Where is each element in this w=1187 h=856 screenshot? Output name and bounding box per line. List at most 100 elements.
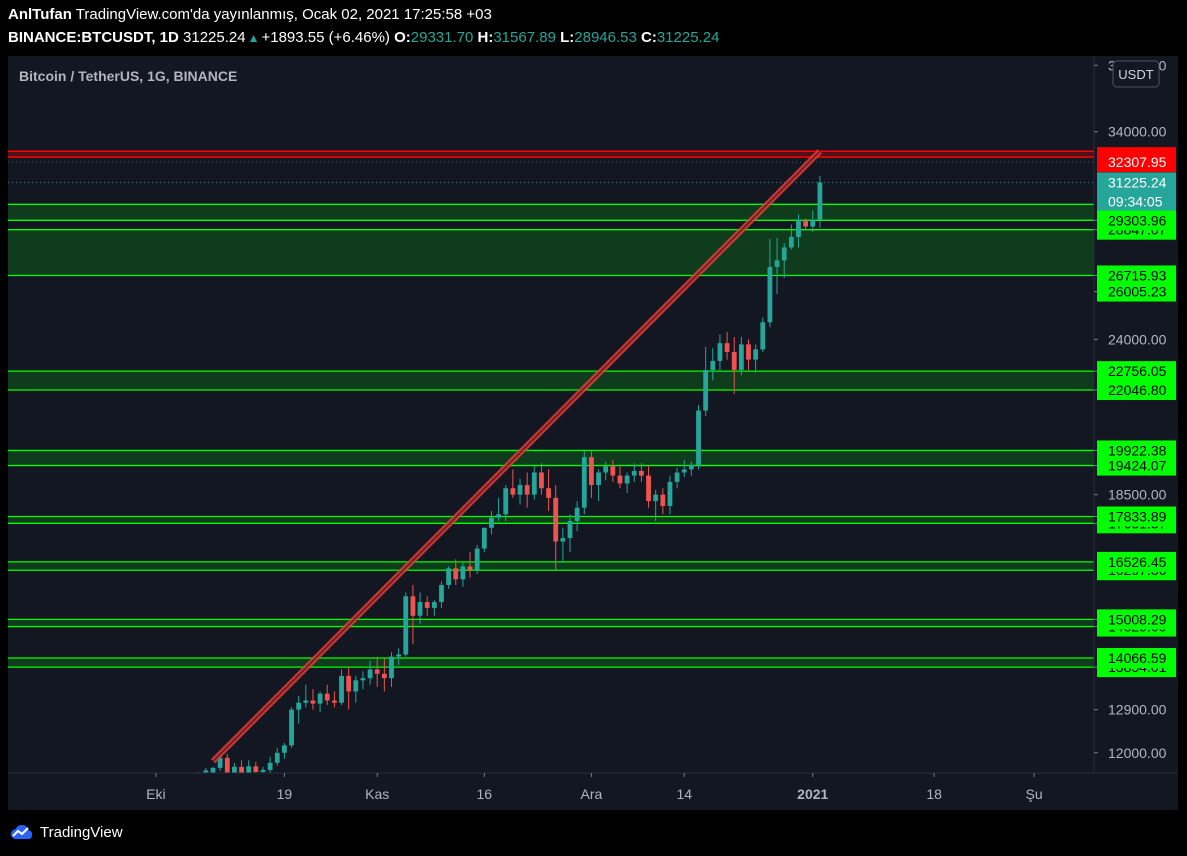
candle-body bbox=[267, 762, 273, 770]
candle-body bbox=[367, 669, 373, 679]
candle-body bbox=[596, 472, 601, 486]
candle-body bbox=[431, 602, 437, 608]
candle-body bbox=[331, 700, 337, 703]
candle-body bbox=[289, 709, 294, 746]
candle-body bbox=[253, 766, 259, 772]
time-tick-label: 2021 bbox=[797, 786, 828, 802]
candle-body bbox=[703, 369, 709, 411]
candle-body bbox=[446, 568, 452, 585]
candle-body bbox=[510, 488, 516, 495]
author-name[interactable]: AnlTufan bbox=[8, 6, 72, 23]
candle-body bbox=[560, 538, 566, 542]
candle-body bbox=[753, 349, 759, 360]
current-high-label-bg bbox=[1097, 152, 1176, 173]
support-zone-fill bbox=[8, 371, 1094, 391]
candle-body bbox=[817, 182, 823, 220]
candle-body bbox=[374, 669, 380, 674]
candle-body bbox=[396, 654, 402, 657]
candle-body bbox=[710, 360, 716, 370]
time-tick-label: 18 bbox=[926, 786, 942, 802]
candle-body bbox=[310, 700, 316, 704]
time-tick-label: 16 bbox=[477, 786, 493, 802]
close-value: 31225.24 bbox=[656, 29, 720, 46]
candle-body bbox=[767, 266, 773, 323]
candle-body bbox=[546, 488, 551, 498]
candle-body bbox=[688, 464, 694, 470]
candle-body bbox=[589, 457, 594, 486]
support-zone-high-label: 16526.45 bbox=[1108, 554, 1167, 570]
open-label: O: bbox=[394, 29, 411, 46]
time-tick-label: Şu bbox=[1026, 786, 1043, 802]
candle-body bbox=[282, 745, 287, 753]
candle-body bbox=[339, 675, 344, 703]
candle-body bbox=[724, 343, 730, 352]
time-scale-background bbox=[8, 773, 1178, 810]
support-zone-high-label: 19922.38 bbox=[1108, 442, 1167, 458]
support-zone-high-label: 15008.29 bbox=[1108, 611, 1167, 627]
support-zone-fill bbox=[8, 658, 1094, 668]
candle-body bbox=[581, 457, 587, 508]
plot-background bbox=[8, 56, 1178, 810]
candle-body bbox=[296, 702, 302, 710]
close-label: C: bbox=[641, 29, 657, 46]
candle-body bbox=[731, 351, 737, 370]
support-zone-fill bbox=[8, 561, 1094, 571]
candle-body bbox=[674, 472, 680, 482]
candle-body bbox=[489, 517, 494, 528]
support-zone-low-label: 26715.93 bbox=[1108, 267, 1167, 283]
candle-body bbox=[760, 322, 766, 350]
candle-body bbox=[539, 472, 544, 489]
candle-body bbox=[324, 693, 330, 701]
support-zone-high-label-bg bbox=[1097, 506, 1176, 527]
candle-body bbox=[481, 527, 487, 549]
candle-body bbox=[303, 700, 309, 703]
candle-body bbox=[553, 497, 559, 542]
time-tick-label: Ara bbox=[581, 786, 603, 802]
tradingview-logo[interactable]: TradingView bbox=[8, 822, 123, 842]
candle-body bbox=[203, 770, 209, 775]
support-level-label-bg bbox=[1097, 281, 1176, 302]
candle-body bbox=[260, 769, 266, 772]
candle-body bbox=[389, 656, 394, 679]
candle-body bbox=[653, 494, 659, 502]
candle-body bbox=[781, 247, 787, 261]
support-zone-low-label: 29303.96 bbox=[1108, 212, 1167, 228]
chart-area[interactable]: 12000.0012900.0013854.0114829.0015008.29… bbox=[8, 56, 1178, 810]
candle-body bbox=[639, 470, 644, 476]
support-zone-high-label: 22756.05 bbox=[1108, 363, 1167, 379]
support-level-label: 26005.23 bbox=[1108, 284, 1167, 300]
candle-body bbox=[353, 680, 359, 692]
price-tick-label: 24000.00 bbox=[1108, 331, 1167, 347]
candle-body bbox=[410, 596, 416, 616]
support-zone-fill bbox=[8, 229, 1094, 276]
candle-body bbox=[796, 220, 801, 237]
candle-body bbox=[246, 766, 252, 778]
candle-body bbox=[239, 766, 244, 778]
price-change: +1893.55 (+6.46%) bbox=[261, 29, 390, 46]
candle-body bbox=[424, 602, 430, 608]
low-label: L: bbox=[560, 29, 575, 46]
candle-body bbox=[224, 757, 230, 773]
current-price-bg bbox=[1097, 172, 1176, 211]
candle-body bbox=[217, 757, 223, 768]
candle-body bbox=[788, 236, 794, 248]
candle-body bbox=[503, 488, 509, 515]
currency-badge: USDT bbox=[1118, 67, 1153, 82]
candle-body bbox=[646, 475, 651, 502]
candle-body bbox=[417, 602, 423, 616]
high-label: H: bbox=[477, 29, 494, 46]
price-chart[interactable]: 12000.0012900.0013854.0114829.0015008.29… bbox=[8, 56, 1178, 810]
publish-info: TradingView.com'da yayınlanmış, Ocak 02,… bbox=[75, 6, 492, 23]
support-zone-high-label-bg bbox=[1097, 609, 1176, 630]
candle-body bbox=[696, 410, 701, 465]
support-zone-low-label-bg bbox=[1097, 265, 1176, 286]
candle-body bbox=[346, 675, 352, 692]
support-zone-high-label: 14066.59 bbox=[1108, 650, 1167, 666]
publish-line: AnlTufan TradingView.com'da yayınlanmış,… bbox=[8, 6, 492, 23]
candle-body bbox=[232, 766, 237, 773]
candle-body bbox=[274, 752, 280, 763]
resistance-zone-fill bbox=[8, 151, 1094, 158]
support-zone-high-label-bg bbox=[1097, 551, 1176, 572]
candle-body bbox=[403, 596, 409, 655]
price-tick-label: 12900.00 bbox=[1108, 702, 1167, 718]
